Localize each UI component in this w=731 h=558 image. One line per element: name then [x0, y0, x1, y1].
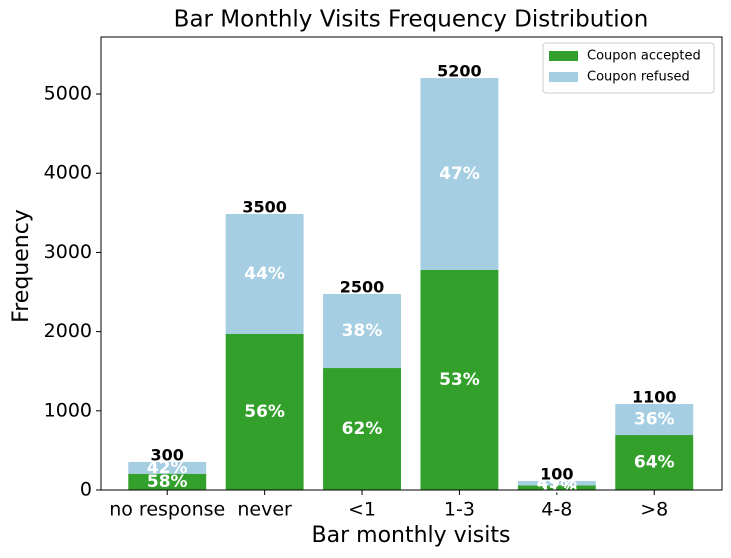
segment-label: 38%	[342, 321, 383, 341]
bar-segment	[323, 293, 401, 369]
x-tick-label: >8	[640, 499, 668, 521]
bar-segment	[323, 368, 401, 490]
x-tick-label: 4-8	[541, 499, 572, 521]
total-label: 300	[151, 445, 184, 464]
bar-segment	[517, 480, 596, 486]
segment-label: 58%	[147, 472, 188, 492]
legend: Coupon accepted Coupon refused	[542, 42, 715, 94]
segment-label: 51%	[536, 478, 577, 498]
x-tick-label: <1	[348, 499, 376, 521]
total-label: 2500	[340, 277, 385, 296]
plot-frame	[100, 36, 723, 491]
segment-label: 42%	[147, 458, 188, 478]
y-tick-label: 2000	[44, 320, 92, 342]
bar-segment	[225, 214, 304, 334]
segment-label: 62%	[342, 419, 383, 439]
total-label: 3500	[242, 198, 287, 217]
legend-label: Coupon accepted	[587, 49, 701, 64]
y-tick-label: 0	[80, 479, 92, 501]
x-tick-label: never	[237, 499, 292, 521]
total-label: 100	[540, 464, 573, 483]
legend-swatch	[549, 72, 578, 82]
chart-title: Bar Monthly Visits Frequency Distributio…	[174, 7, 649, 33]
segment-label: 44%	[244, 264, 285, 284]
bar-segment	[517, 485, 596, 490]
bar-segment	[128, 473, 207, 490]
x-tick-label: 1-3	[444, 499, 475, 521]
bar-segment	[420, 269, 499, 490]
y-tick-label: 3000	[44, 241, 92, 263]
segment-label: 53%	[439, 370, 480, 390]
legend-swatch	[549, 51, 578, 61]
segment-label: 49%	[536, 473, 577, 493]
bar-segment	[615, 435, 694, 490]
segment-label: 36%	[634, 410, 675, 430]
total-label: 1100	[632, 387, 677, 406]
y-tick-label: 1000	[44, 399, 92, 421]
y-tick-label: 4000	[44, 162, 92, 184]
y-tick-label: 5000	[44, 83, 92, 105]
x-tick-label: no response	[109, 499, 225, 521]
segment-label: 56%	[244, 402, 285, 422]
bar-segment	[225, 333, 304, 490]
x-axis-label: Bar monthly visits	[312, 523, 511, 548]
segment-label: 64%	[634, 453, 675, 473]
total-label: 5200	[437, 62, 482, 81]
bar-segment	[128, 461, 207, 474]
bar-segment	[615, 403, 694, 436]
segment-label: 47%	[439, 164, 480, 184]
legend-label: Coupon refused	[587, 70, 690, 85]
y-axis-label: Frequency	[9, 209, 34, 323]
legend-box	[542, 42, 715, 94]
bar-segment	[420, 78, 499, 270]
